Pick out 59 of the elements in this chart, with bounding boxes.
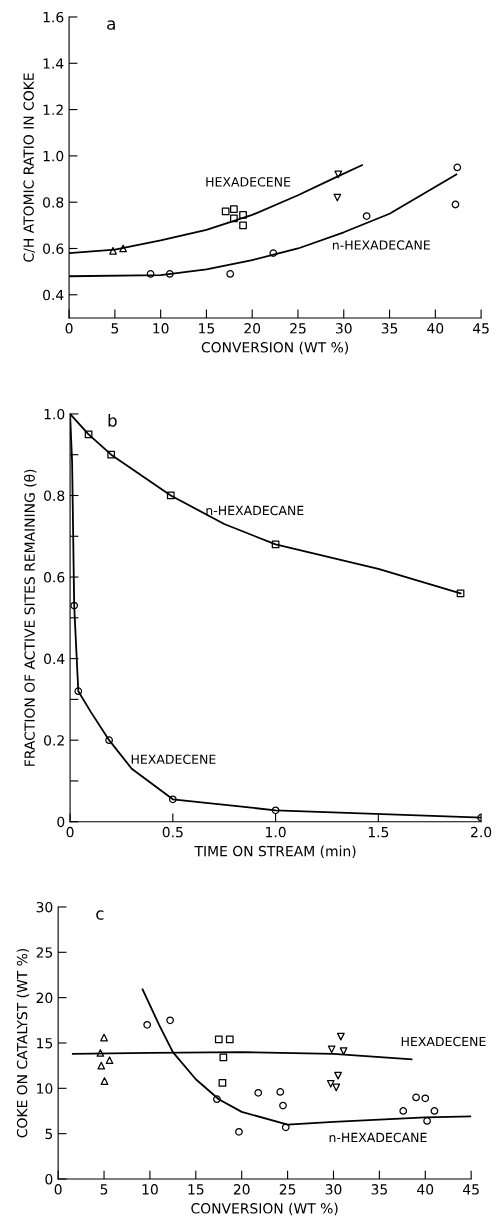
x-tick-label: 15 [188, 1184, 204, 1195]
x-tick-label: 15 [199, 323, 215, 334]
x-axis-title: CONVERSION (WT %) [201, 341, 349, 355]
y-tick-label: 5 [45, 1128, 53, 1140]
y-tick-label: 10 [37, 1083, 53, 1094]
x-tick-label: 35 [371, 1184, 387, 1195]
y-tick-label: 25 [36, 947, 53, 958]
x-tick-label: 10 [153, 323, 169, 334]
y-tick-label: 1.0 [44, 408, 65, 420]
x-tick-label: 25 [279, 1184, 296, 1195]
x-tick-label: 1.5 [368, 827, 389, 838]
y-axis-title: COKE ON CATALYST (WT %) [16, 948, 29, 1138]
x-tick-label: 0 [66, 826, 74, 838]
x-tick-label: 30 [335, 323, 352, 334]
x-tick-label: 45 [463, 1184, 479, 1195]
annotation: c [96, 910, 104, 920]
x-tick-label: 40 [417, 1184, 434, 1195]
y-tick-label: 0.8 [44, 490, 65, 501]
annotation: n-HEXADECANE [206, 505, 304, 516]
annotation: HEXADECENE [206, 177, 291, 187]
x-tick-label: 20 [244, 323, 261, 334]
x-tick-label: 40 [427, 323, 444, 334]
x-tick-label: 30 [325, 1184, 342, 1195]
y-tick-label: 1.6 [43, 11, 64, 23]
x-tick-label: 5 [100, 1184, 108, 1195]
annotation: n-HEXADECANE [332, 240, 430, 250]
y-tick-label: 0.4 [44, 653, 65, 665]
annotation: HEXADECENE [401, 1036, 486, 1047]
y-tick-label: 0.8 [43, 197, 64, 208]
y-tick-label: 0.2 [44, 735, 64, 746]
annotation: b [108, 413, 117, 427]
y-axis-title: FRACTION OF ACTIVE SITES REMAINING (θ) [24, 469, 37, 766]
x-tick-label: 10 [142, 1184, 158, 1195]
annotation: a [107, 20, 115, 30]
annotation: HEXADECENE [131, 754, 216, 765]
y-axis-title: C/H ATOMIC RATIO IN COKE [23, 73, 35, 262]
x-axis-title: CONVERSION (WT %) [191, 1202, 338, 1216]
x-tick-label: 2.0 [471, 826, 492, 838]
y-tick-label: 20 [36, 992, 53, 1004]
y-tick-label: 1.0 [43, 150, 64, 162]
y-tick-label: 0 [57, 816, 65, 828]
y-tick-label: 0 [45, 1173, 53, 1185]
x-tick-label: 45 [472, 323, 489, 334]
x-tick-label: 20 [233, 1184, 250, 1195]
x-tick-label: 0.5 [162, 826, 183, 838]
y-tick-label: 15 [37, 1038, 53, 1049]
y-tick-label: 0.6 [44, 572, 65, 583]
annotation: n-HEXADECANE [329, 1132, 427, 1143]
y-tick-label: 1.2 [43, 104, 63, 115]
x-tick-label: 25 [290, 323, 306, 334]
x-axis-title: TIME ON STREAM (min) [194, 845, 356, 858]
x-tick-label: 35 [381, 323, 398, 334]
y-tick-label: 30 [36, 901, 53, 913]
x-tick-label: 1.0 [266, 826, 286, 838]
y-tick-label: 0.4 [43, 289, 64, 301]
y-tick-label: 0.6 [43, 243, 64, 254]
x-tick-label: 0 [65, 323, 73, 334]
y-tick-label: 1.4 [43, 58, 64, 69]
x-tick-label: 5 [111, 323, 119, 334]
